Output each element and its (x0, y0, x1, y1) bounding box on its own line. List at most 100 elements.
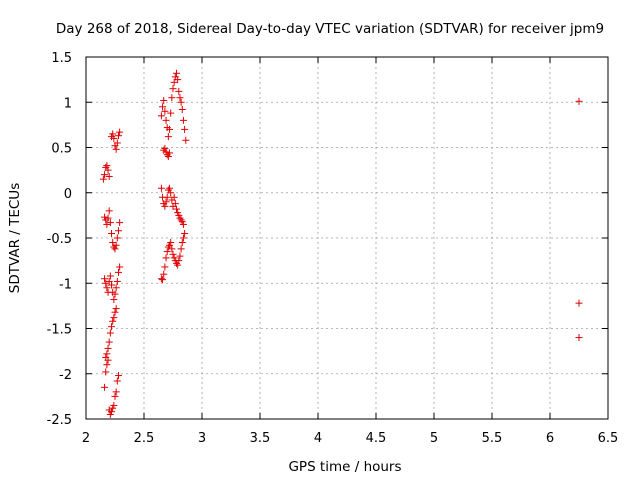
data-point (111, 392, 119, 400)
chart-title: Day 268 of 2018, Sidereal Day-to-day VTE… (56, 21, 604, 37)
x-tick-label: 2 (82, 431, 90, 446)
data-point (162, 116, 170, 124)
data-point (182, 136, 190, 144)
data-point (106, 329, 114, 337)
y-tick-label: -2 (59, 368, 72, 383)
data-point (175, 87, 183, 95)
data-point (105, 172, 113, 180)
data-point (116, 263, 124, 271)
data-point (103, 284, 111, 292)
data-point (112, 284, 120, 292)
data-point (157, 184, 165, 192)
data-point (157, 275, 165, 283)
data-point (169, 85, 177, 93)
data-point (178, 239, 186, 247)
data-point (160, 96, 168, 104)
data-point (114, 227, 122, 235)
data-point (105, 277, 113, 285)
x-tick-label: 4 (314, 431, 322, 446)
data-point (114, 132, 122, 140)
data-point (106, 272, 114, 280)
data-point (101, 383, 109, 391)
data-point (575, 334, 583, 342)
data-point (101, 171, 109, 179)
data-point (172, 69, 180, 77)
data-point (159, 276, 167, 284)
data-point (170, 193, 178, 201)
data-point (113, 377, 121, 385)
data-point (163, 193, 171, 201)
data-point (177, 216, 185, 224)
axis-ticks: 2 2.5 3 3.5 4 4.5 5 5.5 6 6.5 -2.5 -2 -1.5 -1 -0.5 0 0.5… (47, 51, 619, 446)
data-point (161, 107, 169, 115)
x-axis-label: GPS time / hours (288, 459, 401, 475)
data-point (113, 277, 121, 285)
data-point (164, 133, 172, 141)
data-point (175, 257, 183, 265)
data-point (179, 234, 187, 242)
data-point (159, 103, 167, 111)
data-point (161, 144, 169, 152)
data-point (111, 308, 119, 316)
data-point (181, 229, 189, 237)
data-point (108, 281, 116, 289)
data-point (114, 372, 122, 380)
data-point (110, 134, 118, 142)
y-tick-label: -1.5 (47, 323, 72, 338)
y-tick-label: -1 (59, 277, 72, 292)
data-point (104, 344, 112, 352)
data-point (111, 290, 119, 298)
data-point (168, 94, 176, 102)
data-point (104, 356, 112, 364)
data-point (113, 234, 121, 242)
y-tick-label: -0.5 (47, 232, 72, 247)
data-point (172, 205, 180, 213)
data-point (176, 252, 184, 260)
data-point (166, 125, 174, 133)
data-point (167, 239, 175, 247)
data-point (101, 275, 109, 283)
data-point (164, 243, 172, 251)
x-tick-label: 5 (430, 431, 438, 446)
data-point (177, 98, 185, 106)
data-point (169, 250, 177, 258)
data-point (103, 350, 111, 358)
data-point (103, 361, 111, 369)
y-tick-label: 0.5 (51, 142, 72, 157)
data-point (166, 149, 174, 157)
data-point (110, 296, 118, 304)
data-points (99, 69, 583, 418)
data-point (102, 279, 110, 287)
data-point (177, 245, 185, 253)
data-point (575, 97, 583, 105)
data-point (104, 214, 112, 222)
data-point (108, 229, 116, 237)
data-point (102, 368, 110, 376)
data-point (99, 175, 107, 183)
data-point (163, 248, 171, 256)
data-point (110, 314, 118, 322)
data-point (109, 317, 117, 325)
data-point (164, 153, 172, 161)
data-point (116, 219, 124, 227)
data-point (171, 200, 179, 208)
data-point (174, 261, 182, 269)
data-point (160, 270, 168, 278)
data-point (116, 128, 124, 136)
gridlines (86, 57, 608, 419)
x-tick-label: 6.5 (598, 431, 619, 446)
data-point (162, 198, 170, 206)
data-point (111, 245, 119, 253)
y-tick-label: -2.5 (47, 413, 72, 428)
data-point (174, 76, 182, 84)
y-axis-label: SDTVAR / TECUs (7, 183, 23, 293)
x-tick-label: 6 (546, 431, 554, 446)
data-point (575, 299, 583, 307)
y-tick-label: 0 (64, 187, 72, 202)
data-point (113, 139, 121, 147)
data-point (178, 105, 186, 113)
data-point (114, 268, 122, 276)
x-tick-label: 4.5 (366, 431, 387, 446)
data-point (167, 109, 175, 117)
